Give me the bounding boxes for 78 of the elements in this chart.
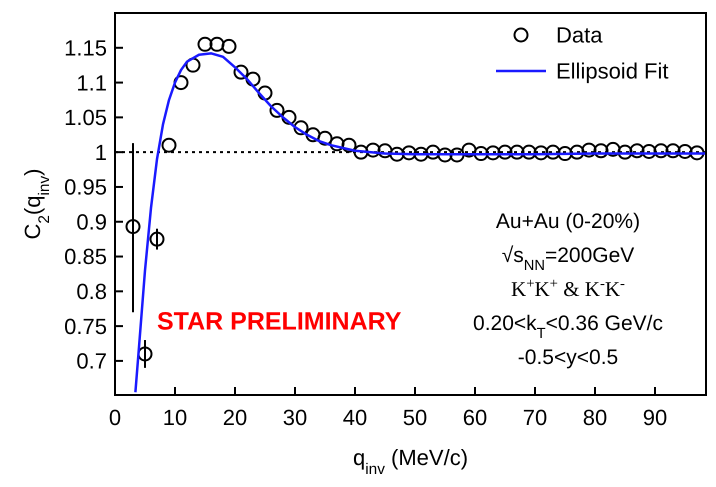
x-tick-label: 0 (108, 405, 122, 430)
y-tick-label: 0.7 (76, 348, 107, 374)
point (678, 144, 692, 159)
x-axis-title: q$_{inv}$ (MeV/c) (352, 445, 468, 478)
point (438, 147, 452, 162)
y-tick-label: 1.15 (64, 35, 107, 60)
point (354, 144, 368, 160)
annotation: 0.20<k$_{T}$<0.36 GeV/c (473, 312, 663, 342)
legend-label: Data (556, 22, 604, 48)
point (414, 146, 428, 162)
x-tick-label: 80 (582, 405, 608, 430)
point (654, 143, 668, 158)
point (450, 147, 464, 162)
point (690, 145, 704, 160)
point (198, 36, 212, 52)
x-tick-label: 90 (642, 405, 668, 430)
x-tick-label: 30 (282, 405, 308, 430)
point (246, 72, 260, 87)
y-tick-label: 0.8 (76, 279, 107, 304)
point (174, 75, 188, 90)
point (270, 102, 284, 118)
point (222, 38, 236, 54)
y-tick-label: 1 (94, 140, 107, 165)
point (258, 86, 272, 101)
x-tick-label: 60 (462, 405, 488, 430)
point (378, 143, 392, 158)
point (666, 143, 680, 158)
point (642, 144, 656, 159)
point (534, 145, 548, 160)
point (234, 64, 248, 80)
annotation: -0.5<y<0.5 (518, 346, 618, 369)
point (474, 146, 488, 162)
point (486, 145, 500, 160)
point (390, 146, 404, 162)
point (366, 142, 380, 158)
point (498, 144, 512, 160)
point (510, 144, 524, 160)
y-tick-label: 0.75 (64, 314, 107, 339)
point (462, 142, 476, 158)
annotation: K$^{+}$K$^{+}$ & K$^{-}$K$^{-}$ (511, 276, 626, 301)
point (138, 346, 152, 362)
point (318, 130, 332, 146)
x-tick-label: 70 (522, 405, 548, 430)
y-tick-label: 0.95 (64, 174, 107, 200)
line-series (134, 52, 706, 394)
x-tick-label: 10 (162, 405, 188, 430)
point (126, 219, 140, 234)
x-tick-label: 50 (402, 405, 428, 430)
y-tick-label: 0.9 (76, 209, 107, 234)
y-tick-label: 0.85 (64, 244, 107, 270)
point (594, 143, 608, 158)
point (426, 144, 440, 160)
point (582, 142, 596, 158)
annotation: Au+Au (0-20%) (496, 210, 640, 233)
point (606, 142, 620, 157)
point (618, 144, 632, 160)
point (330, 136, 344, 152)
point (402, 145, 416, 160)
point (570, 144, 584, 160)
point (306, 127, 320, 142)
annotation: STAR PRELIMINARY (157, 308, 402, 336)
point (150, 232, 164, 247)
point (162, 138, 176, 153)
x-tick-label: 40 (342, 405, 368, 430)
point (210, 36, 224, 52)
point (294, 120, 308, 136)
y-tick-label: 1.1 (76, 70, 107, 96)
annotation: √s$_{NN}$=200GeV (502, 244, 634, 274)
legend-label: Ellipsoid Fit (556, 58, 668, 84)
point (558, 146, 572, 162)
point (546, 144, 560, 160)
point (522, 144, 536, 160)
point (282, 110, 296, 125)
point (342, 138, 356, 153)
y-tick-label: 1.05 (64, 105, 107, 130)
point (186, 58, 200, 73)
x-tick-label: 20 (222, 405, 248, 430)
point (630, 143, 644, 158)
